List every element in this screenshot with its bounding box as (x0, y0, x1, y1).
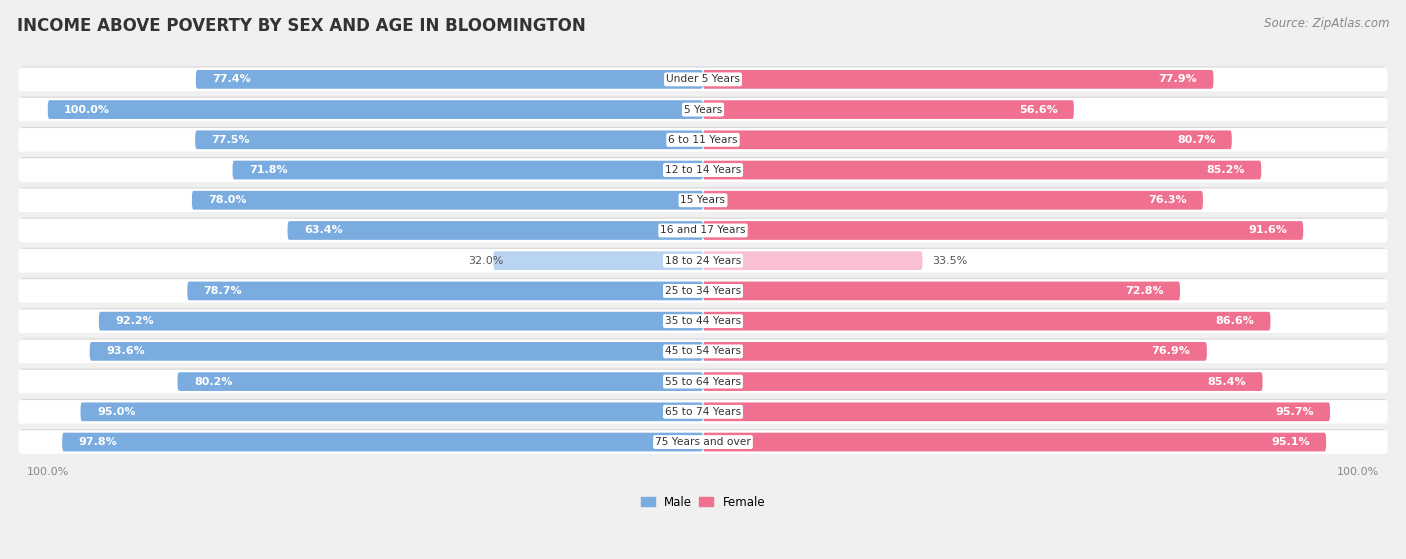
FancyBboxPatch shape (62, 433, 703, 452)
Text: 32.0%: 32.0% (468, 255, 503, 266)
Text: 63.4%: 63.4% (304, 225, 343, 235)
Text: 78.0%: 78.0% (208, 195, 247, 205)
FancyBboxPatch shape (80, 402, 703, 421)
FancyBboxPatch shape (177, 372, 703, 391)
Text: 91.6%: 91.6% (1249, 225, 1286, 235)
Text: 6 to 11 Years: 6 to 11 Years (668, 135, 738, 145)
Text: Under 5 Years: Under 5 Years (666, 74, 740, 84)
Text: 45 to 54 Years: 45 to 54 Years (665, 347, 741, 357)
FancyBboxPatch shape (20, 187, 1386, 211)
FancyBboxPatch shape (703, 312, 1271, 330)
FancyBboxPatch shape (703, 100, 1074, 119)
FancyBboxPatch shape (20, 368, 1386, 392)
Text: 25 to 34 Years: 25 to 34 Years (665, 286, 741, 296)
Text: 80.2%: 80.2% (194, 377, 232, 387)
FancyBboxPatch shape (18, 370, 1388, 394)
Legend: Male, Female: Male, Female (637, 492, 769, 512)
Text: 15 Years: 15 Years (681, 195, 725, 205)
Text: 97.8%: 97.8% (79, 437, 117, 447)
FancyBboxPatch shape (18, 249, 1388, 272)
Text: 92.2%: 92.2% (115, 316, 155, 326)
FancyBboxPatch shape (703, 191, 1204, 210)
FancyBboxPatch shape (195, 70, 703, 89)
Text: 77.4%: 77.4% (212, 74, 252, 84)
FancyBboxPatch shape (187, 282, 703, 300)
FancyBboxPatch shape (20, 278, 1386, 301)
FancyBboxPatch shape (18, 339, 1388, 363)
Text: 33.5%: 33.5% (932, 255, 967, 266)
Text: 5 Years: 5 Years (683, 105, 723, 115)
FancyBboxPatch shape (18, 158, 1388, 182)
Text: 56.6%: 56.6% (1019, 105, 1057, 115)
FancyBboxPatch shape (191, 191, 703, 210)
Text: 85.2%: 85.2% (1206, 165, 1244, 175)
FancyBboxPatch shape (20, 67, 1386, 90)
FancyBboxPatch shape (18, 279, 1388, 303)
Text: Source: ZipAtlas.com: Source: ZipAtlas.com (1264, 17, 1389, 30)
FancyBboxPatch shape (48, 100, 703, 119)
FancyBboxPatch shape (18, 128, 1388, 151)
FancyBboxPatch shape (18, 400, 1388, 424)
FancyBboxPatch shape (703, 402, 1330, 421)
FancyBboxPatch shape (20, 308, 1386, 331)
FancyBboxPatch shape (98, 312, 703, 330)
Text: 72.8%: 72.8% (1125, 286, 1164, 296)
Text: 78.7%: 78.7% (204, 286, 242, 296)
Text: 95.0%: 95.0% (97, 407, 135, 417)
Text: 80.7%: 80.7% (1177, 135, 1215, 145)
FancyBboxPatch shape (288, 221, 703, 240)
FancyBboxPatch shape (20, 399, 1386, 423)
FancyBboxPatch shape (20, 429, 1386, 453)
Text: 75 Years and over: 75 Years and over (655, 437, 751, 447)
FancyBboxPatch shape (494, 252, 703, 270)
Text: 55 to 64 Years: 55 to 64 Years (665, 377, 741, 387)
FancyBboxPatch shape (703, 70, 1213, 89)
Text: 86.6%: 86.6% (1215, 316, 1254, 326)
Text: 71.8%: 71.8% (249, 165, 288, 175)
Text: 18 to 24 Years: 18 to 24 Years (665, 255, 741, 266)
Text: 76.3%: 76.3% (1147, 195, 1187, 205)
FancyBboxPatch shape (703, 221, 1303, 240)
FancyBboxPatch shape (703, 282, 1180, 300)
FancyBboxPatch shape (703, 160, 1261, 179)
Text: 65 to 74 Years: 65 to 74 Years (665, 407, 741, 417)
FancyBboxPatch shape (18, 188, 1388, 212)
FancyBboxPatch shape (20, 157, 1386, 181)
Text: 77.9%: 77.9% (1159, 74, 1197, 84)
FancyBboxPatch shape (20, 97, 1386, 120)
FancyBboxPatch shape (18, 430, 1388, 454)
FancyBboxPatch shape (232, 160, 703, 179)
Text: 77.5%: 77.5% (211, 135, 250, 145)
Text: 100.0%: 100.0% (65, 105, 110, 115)
Text: 35 to 44 Years: 35 to 44 Years (665, 316, 741, 326)
FancyBboxPatch shape (703, 433, 1326, 452)
Text: 85.4%: 85.4% (1208, 377, 1246, 387)
Text: INCOME ABOVE POVERTY BY SEX AND AGE IN BLOOMINGTON: INCOME ABOVE POVERTY BY SEX AND AGE IN B… (17, 17, 586, 35)
Text: 12 to 14 Years: 12 to 14 Years (665, 165, 741, 175)
Text: 95.7%: 95.7% (1275, 407, 1313, 417)
FancyBboxPatch shape (20, 338, 1386, 362)
Text: 16 and 17 Years: 16 and 17 Years (661, 225, 745, 235)
FancyBboxPatch shape (18, 98, 1388, 121)
Text: 95.1%: 95.1% (1271, 437, 1310, 447)
FancyBboxPatch shape (703, 252, 922, 270)
FancyBboxPatch shape (20, 248, 1386, 271)
FancyBboxPatch shape (18, 219, 1388, 242)
FancyBboxPatch shape (18, 68, 1388, 91)
FancyBboxPatch shape (90, 342, 703, 361)
FancyBboxPatch shape (18, 309, 1388, 333)
FancyBboxPatch shape (703, 130, 1232, 149)
FancyBboxPatch shape (20, 127, 1386, 150)
FancyBboxPatch shape (703, 372, 1263, 391)
FancyBboxPatch shape (195, 130, 703, 149)
Text: 93.6%: 93.6% (105, 347, 145, 357)
FancyBboxPatch shape (20, 217, 1386, 241)
Text: 76.9%: 76.9% (1152, 347, 1191, 357)
FancyBboxPatch shape (703, 342, 1206, 361)
